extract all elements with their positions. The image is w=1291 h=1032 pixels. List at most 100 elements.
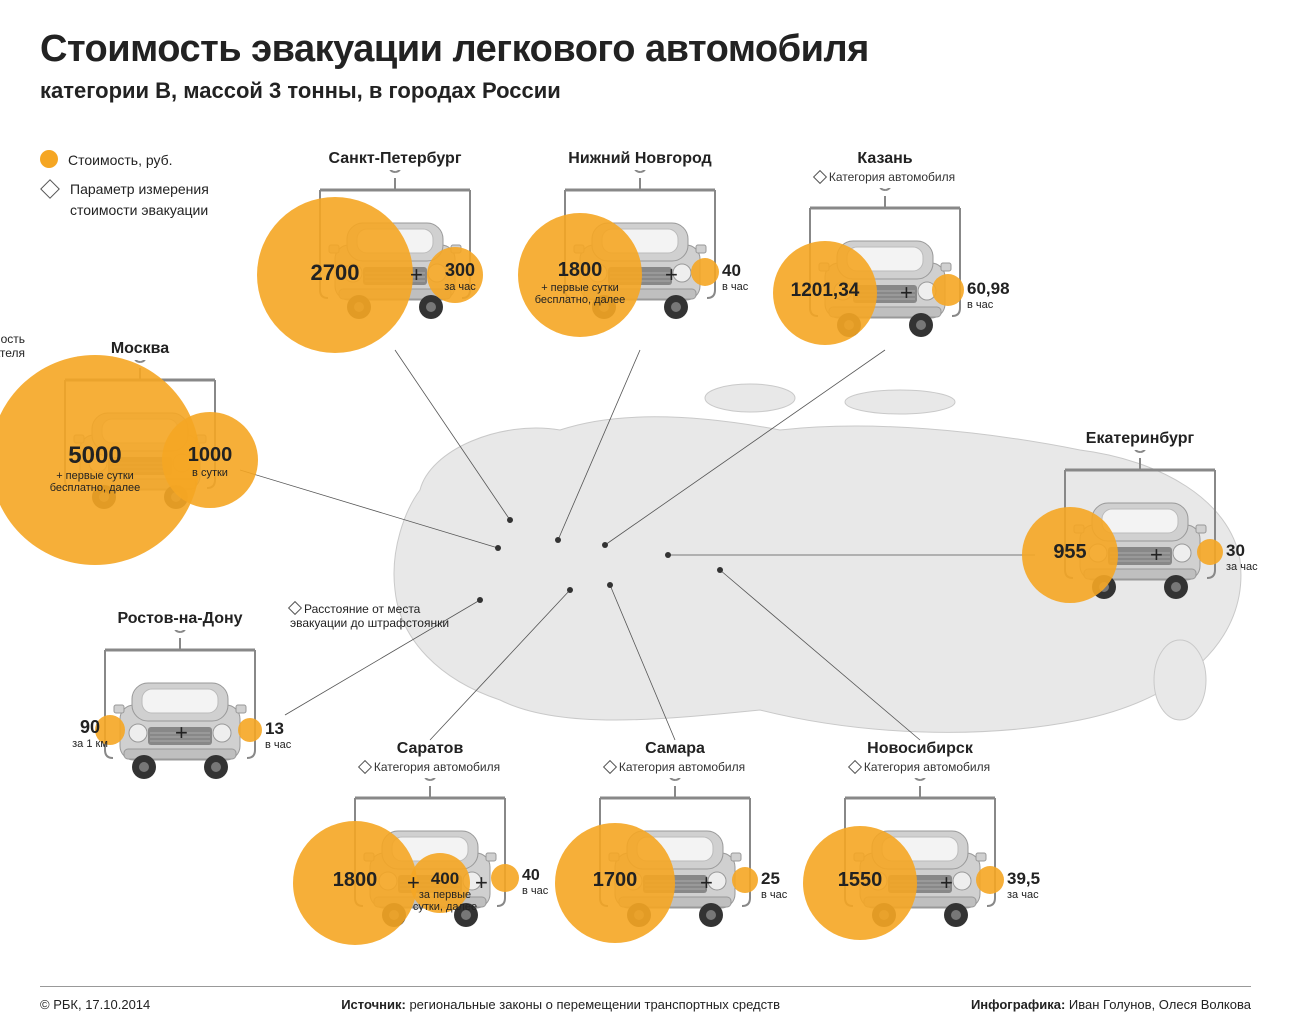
bubbles: 90за 1 км 13в час + [75, 630, 285, 790]
bubbles: 1700 25в час + [570, 778, 780, 938]
legend-cost: Стоимость, руб. [40, 150, 230, 171]
bubbles: 1201,34 60,98в час + [780, 188, 990, 348]
city-moscow: Мощность двигателя Москва [35, 340, 245, 520]
bubble-value: 39,5 [1007, 869, 1040, 888]
bubble-value: 1800 [558, 259, 603, 281]
city-novosib: Новосибирск Категория автомобиля [815, 740, 1025, 938]
car-wrap: 1700 25в час + [570, 778, 780, 938]
bubble-value: 60,98 [967, 279, 1010, 298]
cost-bubble-2 [238, 718, 262, 742]
city-param: Категория автомобиля [325, 760, 535, 774]
legend-param: Параметр измерения стоимости эвакуации [40, 179, 230, 221]
plus-icon: + [410, 262, 423, 288]
bubbles: 1550 39,5за час + [815, 778, 1025, 938]
legend-dot-icon [40, 150, 58, 168]
city-nn: Нижний Новгород [535, 150, 745, 330]
plus-icon: + [475, 870, 488, 896]
bubble-value: 1700 [593, 869, 638, 891]
bubble-value: 400 [431, 869, 459, 888]
plus-icon: + [1150, 542, 1163, 568]
city-param-text: Категория автомобиля [829, 170, 955, 184]
page: Стоимость эвакуации легкового автомобиля… [0, 0, 1291, 1032]
city-param-ext: Расстояние от места эвакуации до штрафст… [290, 602, 460, 630]
legend-param-label: Параметр измерения стоимости эвакуации [70, 179, 230, 221]
bubble-value: 5000 [68, 442, 121, 469]
city-samara: Самара Категория автомобиля [570, 740, 780, 938]
page-title: Стоимость эвакуации легкового автомобиля [40, 28, 869, 71]
plus-icon: + [407, 870, 420, 896]
city-kazan: Казань Категория автомобиля [780, 150, 990, 348]
bubbles: 1800 400за первыесутки, далее 40в час ++ [325, 778, 535, 938]
bubbles: 1800+ первые суткибесплатно, далее 40в ч… [535, 170, 745, 330]
car-wrap: 1800 400за первыесутки, далее 40в час ++ [325, 778, 535, 938]
bubble-value: 40 [522, 867, 540, 884]
bubble-value: 1000 [188, 444, 233, 466]
bubble-value: 2700 [311, 260, 360, 285]
city-param-text: Категория автомобиля [864, 760, 990, 774]
car-wrap: 2700 300за час + [290, 170, 500, 330]
city-param: Категория автомобиля [570, 760, 780, 774]
bubble-value: 30 [1226, 541, 1245, 560]
city-name: Ростов-на-Дону [75, 610, 285, 628]
cost-bubble-2 [732, 867, 758, 893]
bubbles: 2700 300за час + [290, 170, 500, 330]
city-name: Казань [780, 150, 990, 168]
bubble-value: 13 [265, 719, 284, 738]
city-param-text: Категория автомобиля [374, 760, 500, 774]
car-wrap: 955 30за час + [1035, 450, 1245, 610]
city-spb: Санкт-Петербург [290, 150, 500, 330]
car-wrap: 1201,34 60,98в час + [780, 188, 990, 348]
car-wrap: 5000+ первые суткибесплатно, далее 1000в… [35, 360, 245, 520]
city-saratov: Саратов Категория автомобиля [325, 740, 535, 938]
legend-diamond-icon [40, 179, 60, 199]
bubble-value: 300 [445, 260, 475, 280]
city-param: Категория автомобиля [815, 760, 1025, 774]
diamond-icon [848, 760, 862, 774]
plus-icon: + [900, 280, 913, 306]
diamond-icon [813, 170, 827, 184]
bubble-value: 1201,34 [791, 280, 860, 301]
city-name: Екатеринбург [1035, 430, 1245, 448]
car-wrap: 90за 1 км 13в час + [75, 630, 285, 790]
city-name: Москва [35, 340, 245, 358]
diamond-icon [288, 601, 302, 615]
cost-bubble-2 [691, 258, 719, 286]
plus-icon: + [700, 870, 713, 896]
bubbles: 955 30за час + [1035, 450, 1245, 610]
plus-icon: + [665, 262, 678, 288]
diamond-icon [603, 760, 617, 774]
diamond-icon [358, 760, 372, 774]
city-name: Санкт-Петербург [290, 150, 500, 168]
city-rostov: Расстояние от места эвакуации до штрафст… [75, 610, 285, 790]
bubble-value: 1800 [333, 869, 378, 891]
bubble-value: 90 [80, 717, 100, 737]
footer-source: Источник: региональные законы о перемеще… [341, 997, 780, 1012]
bubble-value: 40 [722, 261, 741, 280]
legend-cost-label: Стоимость, руб. [68, 150, 173, 171]
cost-bubble-2 [976, 866, 1004, 894]
car-wrap: 1800+ первые суткибесплатно, далее 40в ч… [535, 170, 745, 330]
legend: Стоимость, руб. Параметр измерения стоим… [40, 150, 230, 229]
plus-icon: + [940, 870, 953, 896]
city-ekb: Екатеринбург [1035, 430, 1245, 610]
bubble-value: 1550 [838, 869, 883, 891]
footer-infographic: Инфографика: Иван Голунов, Олеся Волкова [971, 997, 1251, 1012]
bubble-value: 955 [1053, 541, 1086, 563]
city-param-text: Категория автомобиля [619, 760, 745, 774]
city-param: Категория автомобиля [780, 170, 990, 184]
cost-bubble-2 [1197, 539, 1223, 565]
city-name: Самара [570, 740, 780, 758]
footer-copyright: © РБК, 17.10.2014 [40, 997, 150, 1012]
bubbles: 5000+ первые суткибесплатно, далее 1000в… [35, 360, 245, 520]
cost-bubble-2 [932, 274, 964, 306]
city-name: Новосибирск [815, 740, 1025, 758]
page-subtitle: категории В, массой 3 тонны, в городах Р… [40, 78, 561, 104]
plus-icon: + [175, 720, 188, 746]
footer: © РБК, 17.10.2014 Источник: региональные… [40, 986, 1251, 1012]
city-name: Нижний Новгород [535, 150, 745, 168]
bubble-value: 25 [761, 869, 780, 888]
cost-bubble-3 [491, 864, 519, 892]
city-name: Саратов [325, 740, 535, 758]
city-param-ext: Мощность двигателя [0, 332, 25, 360]
car-wrap: 1550 39,5за час + [815, 778, 1025, 938]
